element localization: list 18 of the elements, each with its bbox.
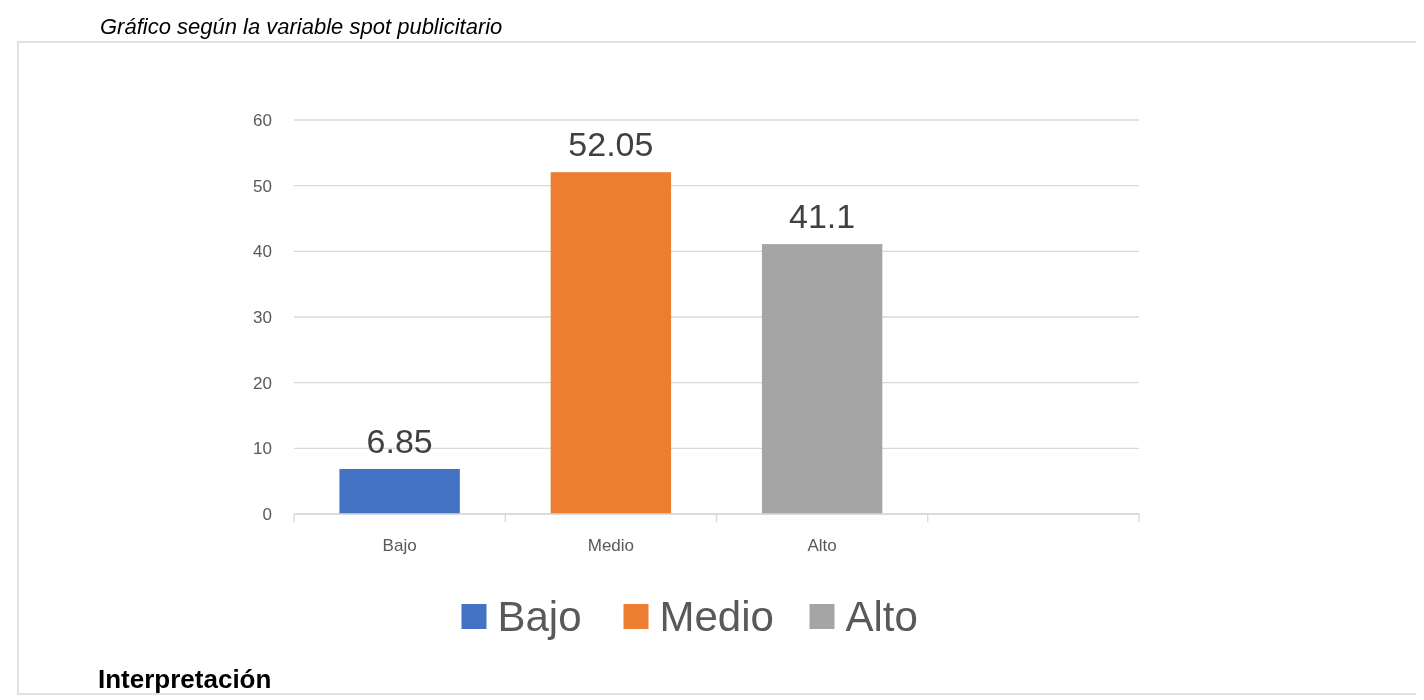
legend-label: Bajo (497, 592, 582, 640)
x-tick-label: Medio (587, 536, 635, 555)
chart-title: Gráfico según la variable spot publicitario (100, 14, 503, 39)
y-tick-label: 60 (253, 110, 272, 130)
x-tick-label: Bajo (382, 536, 417, 555)
y-tick-label: 30 (253, 307, 272, 327)
y-tick-label: 10 (253, 439, 272, 459)
x-tick-label: Alto (807, 536, 837, 555)
legend-label: Medio (659, 592, 774, 640)
y-tick-label: 50 (253, 176, 272, 196)
data-label: 6.85 (366, 422, 433, 461)
y-tick-label: 40 (253, 242, 272, 262)
y-tick-label: 0 (262, 504, 272, 524)
data-label: 41.1 (789, 197, 856, 236)
legend-label: Alto (845, 592, 918, 640)
y-tick-label: 20 (253, 373, 272, 393)
text: Interpretación (98, 664, 272, 695)
data-label: 52.05 (568, 125, 654, 164)
